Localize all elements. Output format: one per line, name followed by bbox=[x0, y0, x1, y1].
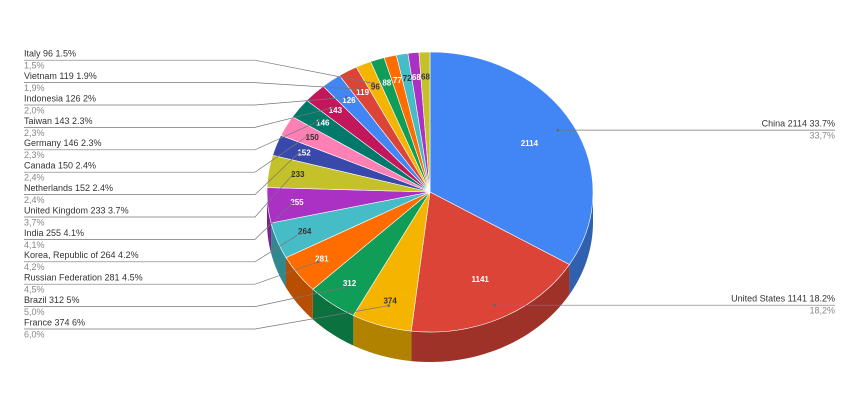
slice-name-label: Germany 146 2.3% bbox=[24, 138, 102, 148]
slice-side bbox=[312, 289, 354, 346]
slice-label: 1141 bbox=[471, 275, 489, 284]
slice-name-label: France 374 6% bbox=[24, 317, 85, 327]
slice-name-label: Canada 150 2.4% bbox=[24, 161, 96, 171]
leader-line bbox=[24, 261, 319, 285]
leader-line bbox=[24, 97, 347, 106]
percent-label: 4,1% bbox=[24, 240, 45, 250]
slice-side bbox=[285, 257, 313, 320]
slice-name-label: United States 1141 18.2% bbox=[731, 294, 835, 304]
slice bbox=[410, 191, 570, 333]
leader-dot bbox=[298, 232, 302, 235]
slice-side bbox=[353, 315, 412, 362]
slice-label: 2114 bbox=[521, 139, 539, 148]
slice-label: 255 bbox=[290, 198, 304, 207]
slice-name-label: Brazil 312 5% bbox=[24, 295, 80, 305]
slice-label: 281 bbox=[315, 255, 329, 264]
slice-label: 96 bbox=[371, 82, 380, 91]
leader-dot bbox=[306, 134, 310, 138]
leader-dot bbox=[316, 260, 320, 264]
leader-line bbox=[24, 305, 389, 330]
slice-label: 68 bbox=[412, 73, 421, 82]
slice-label: 152 bbox=[297, 149, 311, 158]
slice-name-label: Italy 96 1.5% bbox=[24, 49, 76, 59]
leader-line bbox=[24, 151, 300, 195]
leader-line bbox=[24, 82, 361, 90]
percent-label: 2,3% bbox=[24, 128, 45, 138]
percent-label: 4,5% bbox=[24, 285, 45, 295]
slice-label: 126 bbox=[342, 96, 356, 105]
leader-line bbox=[24, 233, 301, 263]
slice-name-label: Taiwan 143 2.3% bbox=[24, 116, 93, 126]
percent-label: 4,2% bbox=[24, 262, 45, 272]
slice-label: 233 bbox=[291, 170, 305, 179]
leader-line bbox=[24, 135, 309, 173]
percent-label: 2,0% bbox=[24, 105, 45, 115]
slice-label: 68 bbox=[421, 72, 430, 81]
percent-label: 3,7% bbox=[24, 217, 45, 227]
leader-dot bbox=[291, 173, 295, 176]
leader-dot bbox=[493, 303, 496, 307]
sides bbox=[267, 192, 593, 362]
slice-label: 146 bbox=[316, 119, 330, 128]
slice-side bbox=[411, 264, 570, 362]
percent-label: 18,2% bbox=[809, 306, 835, 316]
slice bbox=[429, 51, 594, 265]
slice-label: 72 bbox=[403, 74, 412, 83]
slice-name-label: United Kingdom 233 3.7% bbox=[24, 205, 129, 215]
leader-line bbox=[24, 120, 320, 151]
slice-label: 119 bbox=[356, 88, 369, 97]
leader-dot bbox=[290, 202, 294, 205]
slice-label: 264 bbox=[298, 227, 312, 236]
percent-label: 33,7% bbox=[809, 131, 835, 141]
slice-name-label: China 2114 33.7% bbox=[762, 119, 835, 129]
leader-line bbox=[24, 203, 293, 240]
labels: 2114 China 2114 33.7% 33,7% 1141 United Stat… bbox=[24, 49, 835, 339]
slice-side bbox=[569, 192, 593, 295]
percent-label: 5,0% bbox=[24, 307, 45, 317]
leader-dot bbox=[387, 304, 390, 307]
percent-label: 1,9% bbox=[24, 83, 45, 93]
slice-name-label: India 255 4.1% bbox=[24, 228, 84, 238]
leader-dot bbox=[372, 82, 375, 85]
percent-label: 6,0% bbox=[24, 329, 45, 339]
leader-dot bbox=[317, 119, 321, 123]
leader-dot bbox=[345, 285, 348, 289]
leader-line bbox=[24, 59, 374, 84]
tops bbox=[266, 51, 594, 333]
slice-label: 374 bbox=[383, 297, 397, 306]
slice-name-label: Netherlands 152 2.4% bbox=[24, 183, 113, 193]
percent-label: 2,3% bbox=[24, 150, 45, 160]
percent-label: 1,5% bbox=[24, 61, 45, 71]
leader-line bbox=[24, 286, 347, 307]
slice-side bbox=[267, 192, 272, 254]
slice-name-label: Indonesia 126 2% bbox=[24, 93, 96, 103]
slice-label: 312 bbox=[343, 279, 357, 288]
slice-label: 88 bbox=[382, 78, 391, 87]
leader-line bbox=[24, 107, 333, 128]
slice bbox=[418, 51, 431, 193]
leader-line bbox=[24, 174, 294, 218]
slice-label: 150 bbox=[306, 133, 320, 142]
slice-name-label: Korea, Republic of 264 4.2% bbox=[24, 250, 139, 260]
percent-label: 2,4% bbox=[24, 195, 45, 205]
leader-dot bbox=[358, 87, 362, 91]
leader-dot bbox=[330, 106, 334, 110]
leader-dot bbox=[344, 96, 348, 99]
leader-dot bbox=[556, 128, 560, 132]
slice-side bbox=[271, 223, 286, 288]
slice-label: 143 bbox=[329, 106, 343, 115]
slice-label: 77 bbox=[393, 76, 402, 85]
slice-name-label: Vietnam 119 1.9% bbox=[24, 71, 97, 81]
slice-name-label: Russian Federation 281 4.5% bbox=[24, 273, 143, 283]
percent-label: 2,4% bbox=[24, 173, 45, 183]
leader-dot bbox=[298, 150, 301, 154]
